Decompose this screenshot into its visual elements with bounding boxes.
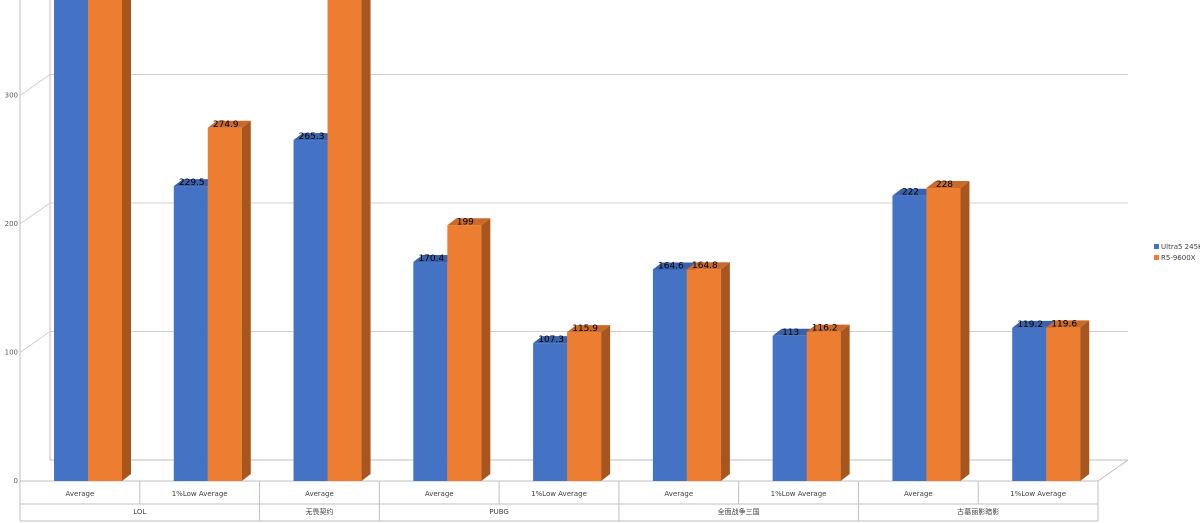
gridline-side-100 bbox=[19, 331, 51, 353]
bar-top-r5-9600x-1 bbox=[207, 120, 251, 128]
bar-ultra5-245k-8 bbox=[1012, 327, 1047, 481]
bar-r5-9600x-5 bbox=[686, 269, 721, 481]
bar-top-r5-9600x-3 bbox=[447, 218, 491, 226]
legend-label: Ultra5 245K bbox=[1161, 243, 1200, 251]
floor-right-edge bbox=[1097, 459, 1129, 482]
bar-ultra5-245k-5 bbox=[652, 269, 687, 481]
y-tick-label: 300 bbox=[5, 92, 18, 100]
bar-side-r5-9600x-7 bbox=[960, 181, 970, 481]
bar-side-r5-9600x-5 bbox=[720, 262, 730, 481]
bar-top-ultra5-245k-1 bbox=[173, 179, 217, 187]
bar-top-ultra5-245k-4 bbox=[533, 336, 577, 344]
bar-ultra5-245k-2 bbox=[293, 140, 328, 482]
bar-side-r5-9600x-2 bbox=[361, 0, 371, 481]
legend-label: R5-9600X bbox=[1161, 254, 1196, 262]
x-category-label: Average bbox=[664, 490, 693, 498]
bar-r5-9600x-3 bbox=[447, 225, 482, 481]
legend: Ultra5 245K R5-9600X bbox=[1154, 243, 1200, 262]
x-category-label: Average bbox=[425, 490, 454, 498]
y-axis: 0100200300400500600 bbox=[5, 92, 18, 486]
bar-r5-9600x-6 bbox=[806, 331, 841, 481]
bar-top-ultra5-245k-2 bbox=[293, 133, 337, 141]
bar-r5-9600x-0 bbox=[88, 0, 122, 481]
bar-top-ultra5-245k-3 bbox=[413, 255, 457, 263]
x-category-label: 1%Low Average bbox=[531, 490, 587, 498]
bar-r5-9600x-1 bbox=[207, 127, 242, 481]
bar-ultra5-245k-3 bbox=[413, 262, 448, 481]
data-label: 170.4 bbox=[418, 254, 444, 264]
data-label: 119.6 bbox=[1051, 319, 1077, 329]
data-label: 229.5 bbox=[179, 178, 205, 188]
bar-top-r5-9600x-7 bbox=[926, 181, 970, 189]
bar-ultra5-245k-6 bbox=[772, 335, 807, 481]
legend-swatch bbox=[1154, 244, 1159, 249]
gridline-side-200 bbox=[19, 202, 51, 225]
x-category-label: 1%Low Average bbox=[1010, 490, 1066, 498]
data-label: 222 bbox=[902, 188, 919, 198]
bar-r5-9600x-7 bbox=[926, 188, 961, 481]
x-category-label: Average bbox=[66, 490, 95, 498]
bar-side-r5-9600x-0 bbox=[122, 0, 131, 481]
x-axis: Average 1%Low Average LOL Average 无畏契约 Averag… bbox=[19, 481, 1099, 522]
bar-side-r5-9600x-6 bbox=[840, 324, 850, 481]
bars bbox=[54, 0, 1090, 482]
x-category-label: Average bbox=[904, 490, 933, 498]
x-category-label: Average bbox=[305, 490, 334, 498]
y-tick-label: 0 bbox=[14, 477, 18, 485]
bar-top-r5-9600x-6 bbox=[806, 324, 850, 332]
bar-top-r5-9600x-8 bbox=[1046, 320, 1090, 328]
bar-r5-9600x-2 bbox=[327, 0, 362, 481]
data-label: 113 bbox=[782, 328, 799, 338]
bar-top-r5-9600x-4 bbox=[567, 325, 611, 333]
bar-r5-9600x-4 bbox=[567, 332, 602, 481]
bar-r5-9600x-8 bbox=[1046, 327, 1081, 481]
bar-side-r5-9600x-1 bbox=[241, 120, 251, 481]
bar-top-ultra5-245k-5 bbox=[652, 262, 696, 270]
bar-top-ultra5-245k-8 bbox=[1012, 320, 1056, 328]
x-group-label: 全面战争三国 bbox=[718, 507, 760, 516]
data-label: 119.2 bbox=[1017, 320, 1043, 330]
y-tick-label: 200 bbox=[5, 220, 18, 228]
data-label: 274.9 bbox=[213, 120, 239, 130]
bar-side-r5-9600x-4 bbox=[601, 325, 611, 481]
bar-side-r5-9600x-3 bbox=[481, 218, 491, 481]
x-group-label: 无畏契约 bbox=[305, 507, 333, 516]
gridline-side-300 bbox=[19, 74, 51, 96]
y-tick-label: 100 bbox=[5, 349, 18, 357]
x-group-label: PUBG bbox=[489, 508, 508, 516]
data-labels: 403528.2229.5274.9265.3378.1170.4199107.… bbox=[179, 120, 1077, 345]
x-category-label: 1%Low Average bbox=[172, 490, 228, 498]
data-label: 164.8 bbox=[692, 261, 718, 271]
bar-ultra5-245k-4 bbox=[533, 343, 568, 481]
x-category-label: 1%Low Average bbox=[771, 490, 827, 498]
legend-swatch bbox=[1154, 255, 1159, 260]
bar-side-r5-9600x-8 bbox=[1080, 320, 1090, 481]
bar-ultra5-245k-0 bbox=[54, 0, 88, 481]
bar-top-ultra5-245k-7 bbox=[892, 188, 936, 196]
bar-top-r5-9600x-5 bbox=[686, 262, 730, 270]
data-label: 115.9 bbox=[572, 324, 598, 334]
x-group-label: LOL bbox=[133, 508, 146, 516]
data-label: 107.3 bbox=[538, 335, 564, 345]
x-group-label: 古墓丽影暗影 bbox=[957, 507, 999, 516]
bar-top-ultra5-245k-6 bbox=[772, 328, 816, 336]
data-label: 228 bbox=[936, 180, 953, 190]
data-label: 164.6 bbox=[658, 261, 684, 271]
data-label: 265.3 bbox=[299, 132, 325, 142]
data-label: 116.2 bbox=[812, 324, 838, 334]
data-label: 199 bbox=[457, 217, 474, 227]
bar-ultra5-245k-1 bbox=[173, 186, 208, 481]
bar-ultra5-245k-7 bbox=[892, 195, 927, 482]
